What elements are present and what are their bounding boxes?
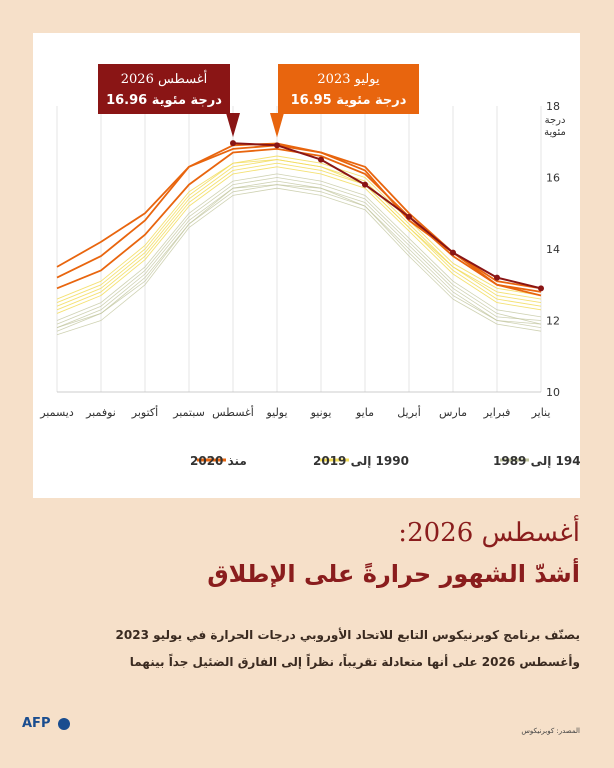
series-line-1990-2019-10 <box>56 155 542 300</box>
headline-subtitle: أشدّ الشهور حرارةً على الإطلاق <box>207 560 580 588</box>
callout-title-1: أغسطس 2026 <box>121 70 207 87</box>
series-line-1940-1989-4 <box>56 187 542 336</box>
x-tick-label-3: مارس <box>439 406 467 419</box>
point-2026-8 <box>230 140 236 147</box>
callout-pointer-2 <box>270 113 284 138</box>
x-tick-label-12: ديسمبر <box>39 406 74 419</box>
afp-logo-dot <box>58 718 70 730</box>
y-tick-label-2: 12 <box>546 315 560 328</box>
callout-title-2: يوليو 2023 <box>317 72 380 87</box>
callout-value-1: 16.96 درجة مئوية <box>106 93 222 108</box>
x-tick-label-5: مايو <box>355 406 374 419</box>
x-tick-label-11: نوفمبر <box>85 406 116 419</box>
x-tick-label-2: فبراير <box>483 406 511 419</box>
x-tick-label-7: يوليو <box>265 406 287 419</box>
y-unit-label-2: مئوية <box>544 127 566 138</box>
series-line-1940-1989-5 <box>56 173 542 321</box>
series-line-1990-2019-9 <box>56 162 542 311</box>
series-line-1940-1989-3 <box>56 177 542 325</box>
x-tick-label-8: أغسطس <box>212 405 254 419</box>
point-2026-1 <box>538 285 544 292</box>
legend-label-1: 1940 إلى 1989 <box>493 454 580 468</box>
series-line-1990-2019-11 <box>56 159 542 304</box>
series-line-1940-1989-6 <box>56 184 542 328</box>
headline-title: أغسطس 2026: <box>398 518 580 548</box>
point-2026-2 <box>494 274 500 281</box>
callout-pointer-1 <box>226 113 240 138</box>
legend-label-2: 1990 إلى 2019 <box>313 454 409 468</box>
afp-logo: AFP <box>22 716 51 731</box>
x-tick-label-9: سبتمبر <box>172 406 205 419</box>
callout-box-2 <box>278 64 419 114</box>
series-line-1990-2019-7 <box>56 166 542 314</box>
series-line-1940-1989-2 <box>56 184 542 332</box>
source-credit: المصدر: كوبرنيكوس <box>521 727 580 735</box>
y-tick-label-5: 18 <box>546 100 560 113</box>
description-line-2: وأغسطس 2026 على أنها متعادلة تقريباً، نظ… <box>129 655 580 669</box>
y-tick-label-1: 10 <box>546 386 560 399</box>
chart-panel: يناير فبراير مارس أبريل مايو يونيو يوليو أغسطس س… <box>33 33 580 498</box>
series-line-1940-1989-1 <box>56 180 542 328</box>
temperature-chart: يناير فبراير مارس أبريل مايو يونيو يوليو أغسطس س… <box>39 64 580 468</box>
point-2026-5 <box>362 181 368 188</box>
x-tick-label-1: يناير <box>531 406 551 419</box>
x-tick-label-4: أبريل <box>397 405 421 419</box>
legend-label-3: منذ 2020 <box>190 454 247 468</box>
y-unit-label-1: درجة <box>545 115 566 126</box>
point-2026-3 <box>450 249 456 256</box>
x-tick-label-6: يونيو <box>310 406 332 419</box>
series-line-2026-15 <box>232 142 542 290</box>
point-2026-4 <box>406 213 412 220</box>
y-tick-label-4: 16 <box>546 172 560 185</box>
x-tick-label-10: أكتوبر <box>131 405 158 419</box>
y-tick-label-3: 14 <box>546 243 560 256</box>
point-2026-6 <box>318 156 324 163</box>
point-2026-7 <box>274 142 280 149</box>
callout-box-1 <box>98 64 230 114</box>
description-line-1: يصنّف برنامج كوبرنيكوس التابع للاتحاد ال… <box>115 628 580 642</box>
callout-value-2: 16.95 درجة مئوية <box>291 93 407 108</box>
series-line-since-2020-14 <box>56 142 542 297</box>
